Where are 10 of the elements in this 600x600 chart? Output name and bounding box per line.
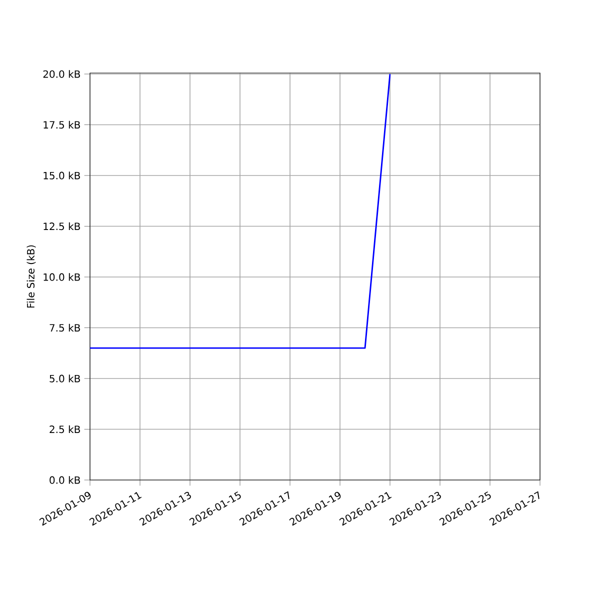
- y-tick-label: 15.0 kB: [44, 172, 80, 180]
- y-tick-label: 10.0 kB: [44, 273, 80, 281]
- y-tick-label: 2.5 kB: [50, 425, 80, 434]
- y-tick-label: 7.5 kB: [50, 324, 80, 332]
- y-axis-title: File Size (kB): [26, 245, 36, 308]
- y-tick-label: 17.5 kB: [44, 120, 80, 129]
- y-tick-label: 12.5 kB: [44, 222, 80, 230]
- y-tick-label: 5.0 kB: [50, 374, 80, 382]
- y-tick-label: 20.0 kB: [43, 70, 80, 78]
- y-tick-label: 0.0 kB: [50, 476, 80, 484]
